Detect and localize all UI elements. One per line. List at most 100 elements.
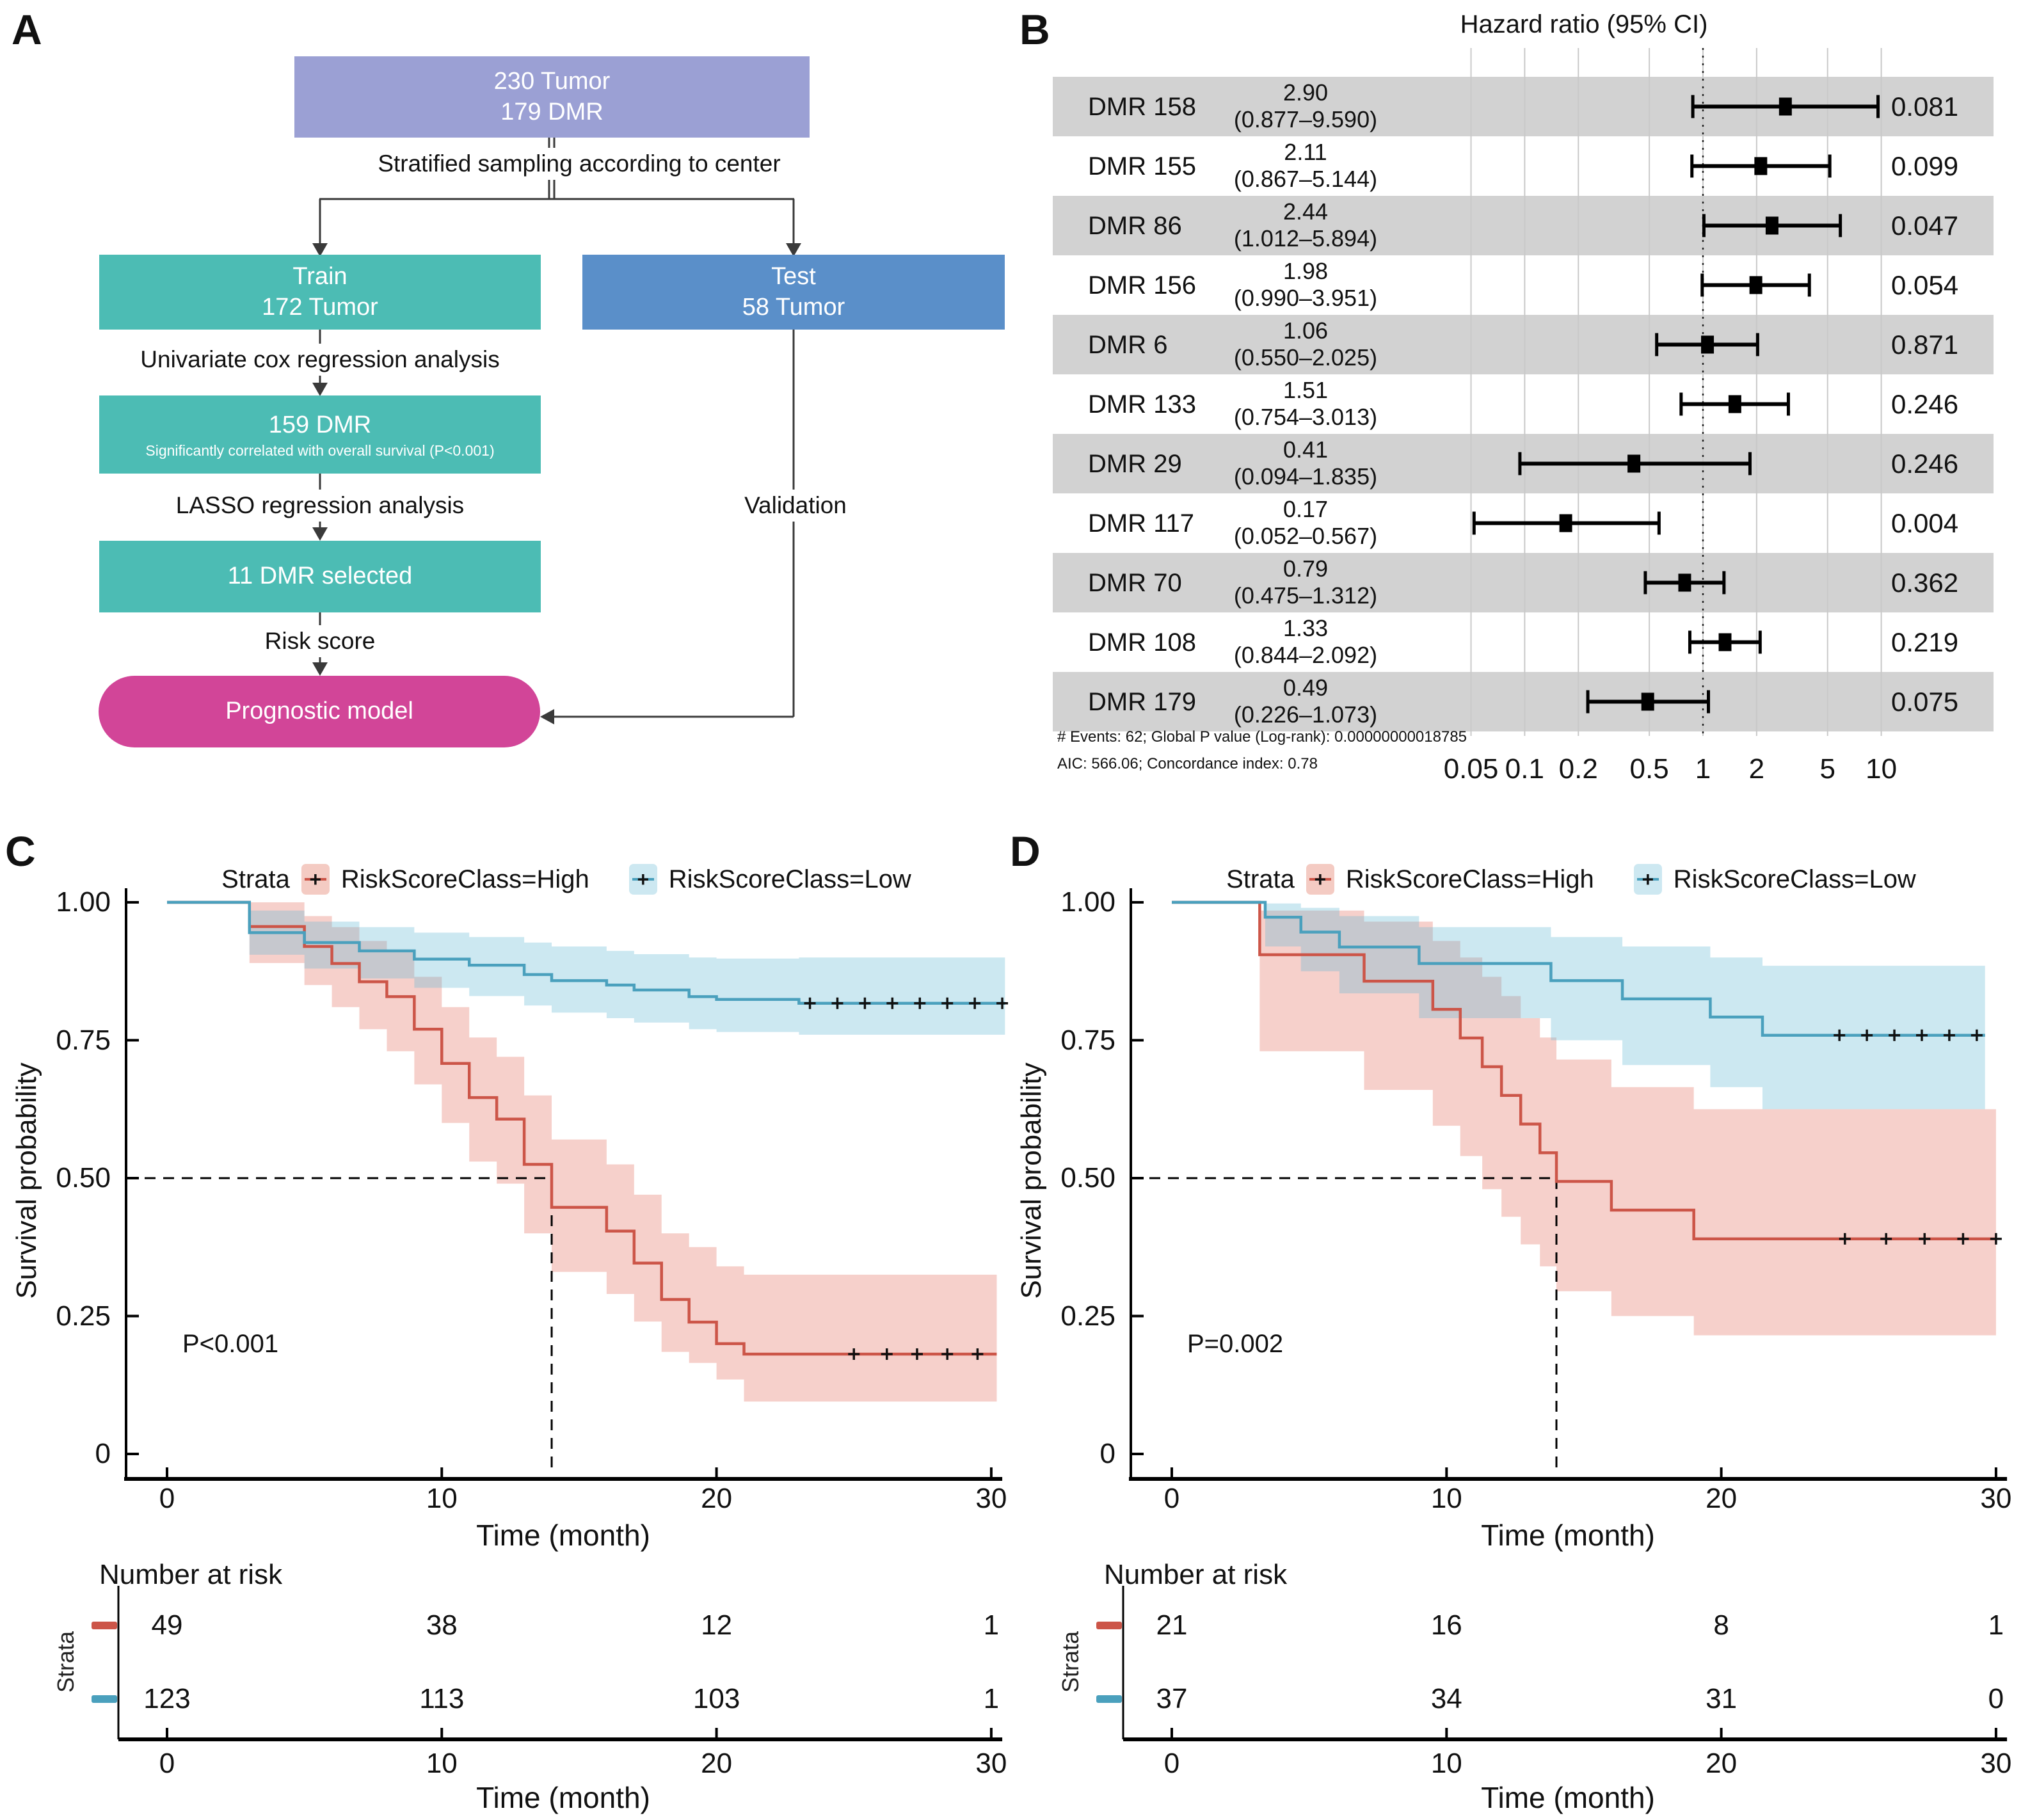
flow-node-test-line1: Test <box>771 263 816 290</box>
panel-label-a: A <box>12 6 42 53</box>
legend-title: Strata <box>221 865 290 893</box>
forest-estimate-hr: 1.33 <box>1283 614 1329 641</box>
risk-count: 49 <box>151 1609 183 1641</box>
forest-estimate-ci: (0.052–0.567) <box>1233 522 1378 549</box>
forest-p-value: 0.047 <box>1891 210 1959 241</box>
risk-strata-dash <box>92 1622 117 1629</box>
forest-footnote-aic: AIC: 566.06; Concordance index: 0.78 <box>1057 755 1318 772</box>
km-y-tick-label: 0.50 <box>56 1162 111 1193</box>
flow-node-train-line2: 172 Tumor <box>262 293 378 321</box>
flow-node-test: Test 58 Tumor <box>582 255 1005 330</box>
legend-label-low: RiskScoreClass=Low <box>668 865 911 893</box>
arrowhead-icon <box>786 243 801 257</box>
km-x-tick-label: 30 <box>975 1483 1007 1514</box>
forest-p-value: 0.054 <box>1891 269 1959 300</box>
flow-node-dmr159-line2: Significantly correlated with overall su… <box>145 442 495 459</box>
forest-p-value: 0.246 <box>1891 388 1959 419</box>
forest-p-value: 0.081 <box>1891 91 1959 122</box>
forest-estimate-ci: (0.877–9.590) <box>1233 106 1378 132</box>
forest-estimate-ci: (1.012–5.894) <box>1233 225 1378 251</box>
km-test-pvalue: P=0.002 <box>1187 1330 1284 1358</box>
forest-estimate-hr: 2.11 <box>1284 138 1327 165</box>
censor-plus-icon: + <box>1314 868 1327 891</box>
legend-key-high: + <box>1306 864 1334 895</box>
forest-estimate-hr: 0.79 <box>1283 555 1329 582</box>
flow-node-root-line1: 230 Tumor <box>493 68 611 95</box>
legend-key-line <box>632 878 654 881</box>
forest-estimate-hr: 0.41 <box>1283 436 1329 463</box>
forest-axis-tick-label: 0.5 <box>1629 753 1669 785</box>
forest-p-value: 0.099 <box>1891 150 1959 181</box>
km-test-xlabel: Time (month) <box>1481 1519 1655 1552</box>
forest-row-label: DMR 156 <box>1088 271 1196 299</box>
edge-label-univariate: Univariate cox regression analysis <box>90 344 550 376</box>
forest-estimate-hr: 2.44 <box>1283 198 1329 225</box>
forest-plot-graphics <box>1470 48 1882 736</box>
forest-estimate-ci: (0.867–5.144) <box>1233 165 1378 192</box>
km-x-tick-label: 0 <box>159 1483 175 1514</box>
arrowhead-icon <box>540 709 554 724</box>
risk-x-tick-label: 10 <box>1430 1748 1462 1779</box>
forest-title: Hazard ratio (95% CI) <box>1460 10 1708 38</box>
forest-estimate-hr: 0.49 <box>1283 674 1329 701</box>
forest-row-label: DMR 70 <box>1088 568 1182 597</box>
km-test-risk-xlabel: Time (month) <box>1481 1781 1655 1814</box>
forest-p-value: 0.004 <box>1891 507 1959 538</box>
forest-row-stripe <box>1053 553 1994 612</box>
km-test-strata-label: Strata <box>1057 1631 1083 1693</box>
risk-count: 1 <box>983 1609 1000 1641</box>
forest-row-label: DMR 155 <box>1088 152 1196 180</box>
km-x-tick-label: 20 <box>701 1483 733 1514</box>
arrowhead-icon <box>312 527 328 541</box>
censor-plus-icon: + <box>309 868 322 891</box>
risk-count: 113 <box>419 1683 465 1714</box>
legend-label-low: RiskScoreClass=Low <box>1673 865 1916 893</box>
risk-count: 12 <box>701 1609 733 1641</box>
km-y-tick-label: 0.25 <box>56 1300 111 1332</box>
forest-p-value: 0.219 <box>1891 627 1959 657</box>
risk-count: 1 <box>983 1683 1000 1714</box>
forest-row-label: DMR 179 <box>1088 687 1196 716</box>
km-train-xlabel: Time (month) <box>476 1519 650 1552</box>
risk-count: 37 <box>1156 1683 1188 1714</box>
edge-label-risk-score: Risk score <box>211 625 429 657</box>
km-y-tick-label: 0.75 <box>1060 1024 1115 1056</box>
risk-count: 8 <box>1713 1609 1729 1641</box>
risk-count: 34 <box>1430 1683 1462 1714</box>
forest-estimate-ci: (0.990–3.951) <box>1233 284 1378 311</box>
panel-label-b: B <box>1019 6 1050 53</box>
flow-node-dmr11: 11 DMR selected <box>99 541 541 612</box>
risk-count: 38 <box>426 1609 458 1641</box>
km-train-risk-xlabel: Time (month) <box>476 1781 650 1814</box>
risk-x-tick-label: 30 <box>975 1748 1007 1779</box>
km-x-tick-label: 0 <box>1163 1483 1180 1514</box>
km-y-tick-label: 0 <box>1099 1438 1115 1469</box>
risk-x-tick-label: 0 <box>159 1748 175 1779</box>
forest-row-stripe <box>1053 672 1994 731</box>
forest-p-value: 0.871 <box>1891 329 1959 360</box>
flow-node-root-line2: 179 DMR <box>500 98 603 125</box>
risk-count: 31 <box>1706 1683 1738 1714</box>
censor-plus-icon: + <box>1642 868 1654 891</box>
forest-estimate-hr: 1.06 <box>1283 317 1329 344</box>
panel-label-c: C <box>5 827 36 875</box>
forest-row-label: DMR 6 <box>1088 330 1168 359</box>
forest-row-label: DMR 86 <box>1088 211 1182 240</box>
km-x-tick-label: 30 <box>1980 1483 2012 1514</box>
arrowhead-icon <box>312 383 328 396</box>
risk-x-tick-label: 20 <box>701 1748 733 1779</box>
km-y-tick-label: 0.25 <box>1060 1300 1115 1332</box>
edge-label-validation: Validation <box>712 490 879 522</box>
forest-row-stripe <box>1053 315 1994 374</box>
forest-row-label: DMR 108 <box>1088 628 1196 657</box>
risk-strata-dash <box>92 1695 117 1703</box>
km-y-tick-label: 0 <box>95 1438 111 1469</box>
legend-key-high: + <box>301 864 330 895</box>
flow-node-dmr159-line1: 159 DMR <box>268 411 372 438</box>
risk-x-tick-label: 20 <box>1706 1748 1738 1779</box>
forest-estimate-hr: 1.51 <box>1283 376 1329 403</box>
forest-estimate-ci: (0.844–2.092) <box>1233 641 1378 668</box>
km-train-legend: Strata + RiskScoreClass=High + RiskScore… <box>128 860 1005 898</box>
km-x-tick-label: 10 <box>1430 1483 1462 1514</box>
